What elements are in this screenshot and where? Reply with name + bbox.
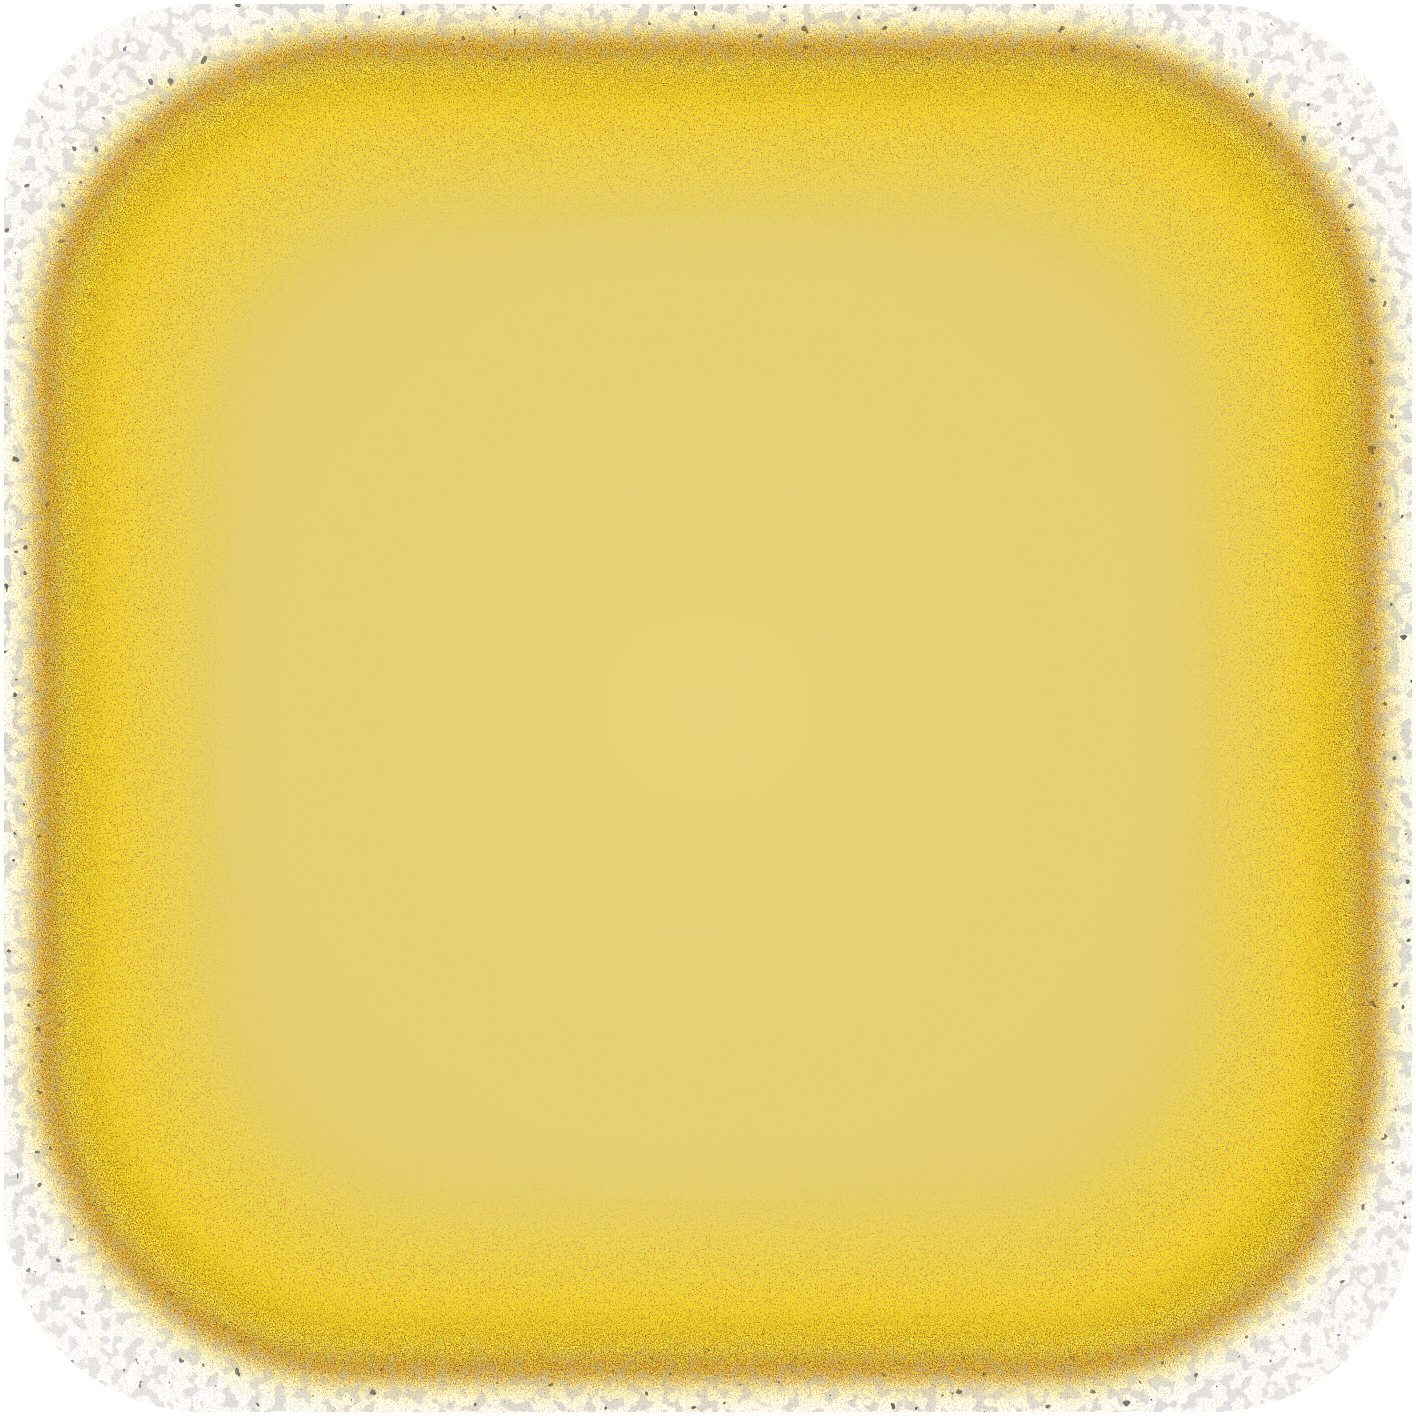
noise-image-canvas [0, 0, 1416, 1416]
core-grain [0, 0, 1416, 1416]
noisy-yellow-square-image [0, 0, 1416, 1416]
